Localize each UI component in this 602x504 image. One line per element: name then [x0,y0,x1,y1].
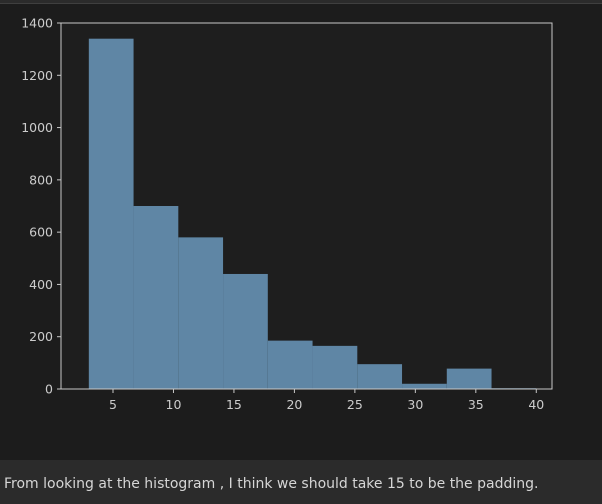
x-tick-label: 5 [109,397,117,412]
x-tick-label: 10 [166,397,182,412]
histogram-bar [88,38,134,389]
y-tick-label: 1200 [21,68,53,83]
output-cell: 5 10 15 20 25 30 35 40 0 200 400 600 800 1000 1200 140… [0,4,602,460]
histogram-bar [312,345,358,389]
histogram-bar [402,383,447,389]
y-tick-label: 1000 [21,120,53,135]
x-tick-label: 35 [468,397,484,412]
axes-frame [60,22,553,390]
x-axis: 5 10 15 20 25 30 35 40 [109,389,544,412]
markdown-text: From looking at the histogram , I think … [4,476,539,492]
y-tick-label: 200 [29,329,53,344]
histogram-bar [178,237,224,389]
y-tick-label: 1400 [21,16,53,31]
y-tick-label: 400 [29,277,53,292]
x-tick-label: 15 [226,397,242,412]
y-tick-label: 0 [45,382,53,397]
y-axis: 0 200 400 600 800 1000 1200 1400 [21,16,61,397]
histogram-bar [267,340,313,389]
cell-divider [0,3,602,4]
x-tick-label: 25 [347,397,363,412]
histogram-bar [357,364,403,389]
histogram-bar [223,273,268,389]
x-tick-label: 30 [407,397,423,412]
histogram-bars [88,38,537,389]
x-tick-label: 40 [528,397,544,412]
x-tick-label: 20 [286,397,302,412]
histogram-chart: 5 10 15 20 25 30 35 40 0 200 400 600 800 1000 1200 140… [21,16,553,412]
histogram-bar [133,206,179,389]
y-tick-label: 600 [29,225,53,240]
histogram-bar [446,368,492,389]
y-tick-label: 800 [29,172,53,187]
